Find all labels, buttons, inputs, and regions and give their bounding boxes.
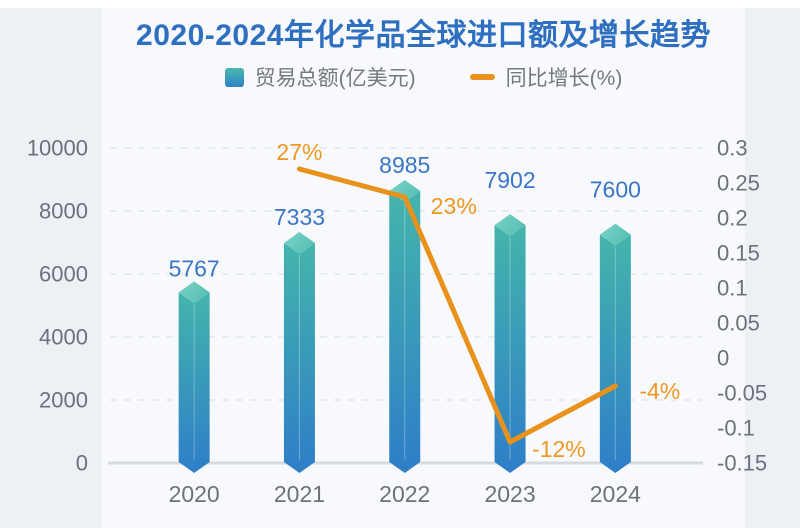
bar-top-face-2020 [178, 281, 210, 304]
bar-value-label: 8985 [379, 152, 430, 178]
bar-2021 [283, 243, 315, 473]
page-top-strip [0, 0, 800, 8]
y-axis-right-tick-label: 0 [717, 346, 729, 371]
y-axis-right-tick-label: 0.2 [717, 206, 748, 231]
line-series-swatch-icon [469, 74, 495, 80]
bar-series-swatch-icon [224, 67, 244, 87]
bar-value-label: 5767 [169, 255, 220, 281]
y-axis-right-tick-label: 0.3 [717, 136, 748, 161]
bar-top-face-2024 [599, 223, 631, 246]
y-axis-right-tick-label: -0.1 [717, 416, 755, 441]
legend-item-trade-total[interactable]: 贸易总额(亿美元) [224, 62, 416, 92]
x-axis-tick-label: 2020 [169, 481, 220, 507]
growth-line-label: 23% [431, 193, 477, 219]
bar-2023 [494, 225, 526, 473]
legend: 贸易总额(亿美元) 同比增长(%) [102, 62, 745, 92]
bar-2020 [178, 292, 210, 473]
legend-label-yoy-growth: 同比增长(%) [505, 67, 623, 90]
y-axis-right-tick-label: 0.15 [717, 241, 760, 266]
x-axis-tick-label: 2024 [590, 481, 641, 507]
growth-line [296, 166, 618, 445]
bar-2022 [389, 190, 421, 473]
growth-line-label: -4% [639, 378, 680, 404]
chart-title: 2020-2024年化学品全球进口额及增长趋势 [136, 19, 711, 52]
bar-value-label: 7333 [274, 204, 325, 230]
y-axis-right-tick-label: 0.05 [717, 311, 760, 336]
y-axis-left-tick-label: 4000 [39, 325, 88, 350]
bar-2024 [599, 234, 631, 473]
y-axis-left-tick-label: 6000 [39, 262, 88, 287]
y-axis-right-tick-label: 0.25 [717, 171, 760, 196]
y-axis-left-tick-label: 8000 [39, 199, 88, 224]
y-axis-right-tick-label: -0.05 [717, 381, 767, 406]
bar-top-face-2023 [494, 214, 526, 237]
x-axis-tick-label: 2021 [274, 481, 325, 507]
y-axis-right-tick-label: 0.1 [717, 276, 748, 301]
x-axis-tick-label: 2023 [484, 481, 535, 507]
legend-item-yoy-growth[interactable]: 同比增长(%) [469, 62, 623, 92]
x-axis-tick-label: 2022 [379, 481, 430, 507]
bar-value-label: 7902 [484, 167, 535, 193]
growth-line-label: -12% [532, 436, 586, 462]
y-axis-left-tick-label: 0 [76, 451, 88, 476]
growth-line-label: 27% [276, 139, 322, 165]
y-axis-left-tick-label: 2000 [39, 388, 88, 413]
y-axis-left-tick-label: 10000 [27, 136, 88, 161]
bar-value-label: 7600 [590, 177, 641, 203]
legend-label-trade-total: 贸易总额(亿美元) [254, 67, 416, 90]
bar-top-face-2021 [283, 232, 315, 255]
y-axis-right-tick-label: -0.15 [717, 451, 767, 476]
